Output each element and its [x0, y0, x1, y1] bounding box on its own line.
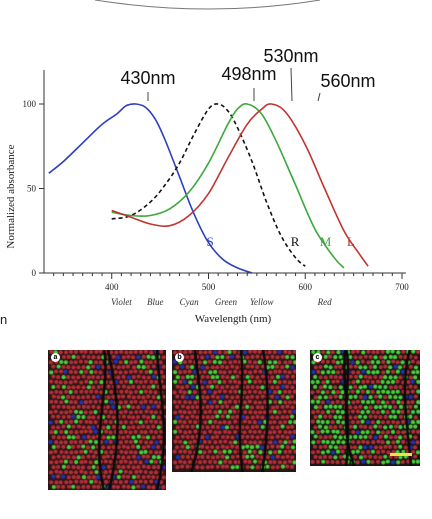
curve-M	[111, 103, 345, 269]
mosaic-image-c	[310, 350, 420, 466]
chart-axes: 400 500 600 700 0 50 100 Violet Blue Cyan Green Yel…	[5, 70, 409, 325]
annotation-label: 530nm	[263, 46, 318, 66]
x-tick-label: 500	[202, 282, 216, 292]
y-tick-label: 100	[23, 99, 37, 109]
annotation-leader	[290, 67, 293, 102]
curve-R	[111, 103, 306, 267]
x-tick-label: 700	[395, 282, 409, 292]
top-arc-decoration	[94, 0, 321, 10]
y-tick-label: 50	[27, 184, 37, 194]
color-name-label: Cyan	[180, 297, 199, 307]
color-name-label: Red	[317, 297, 332, 307]
mosaic-image-a	[48, 350, 166, 490]
annotation-label: 498nm	[221, 64, 276, 84]
curve-label-R: R	[291, 234, 300, 249]
retina-mosaic-panel-c: c	[310, 350, 420, 466]
side-letter: n	[0, 312, 8, 327]
x-tick-label: 400	[105, 282, 119, 292]
curve-label-M: M	[320, 234, 332, 249]
panel-tag-a: a	[51, 353, 60, 362]
mosaic-image-b	[172, 350, 296, 472]
color-name-label: Violet	[111, 297, 132, 307]
color-name-label: Green	[215, 297, 238, 307]
color-name-label: Yellow	[250, 297, 274, 307]
y-axis-title: Normalized absorbance	[5, 144, 17, 248]
curve-L	[111, 103, 369, 267]
curve-label-L: L	[347, 234, 355, 249]
retina-mosaic-panel-b: b	[172, 350, 296, 472]
panel-tag-c: c	[313, 353, 322, 362]
y-tick-label: 0	[32, 268, 37, 278]
x-axis-title: Wavelength (nm)	[195, 313, 272, 325]
curve-S	[48, 103, 253, 274]
retina-mosaic-panel-a: a	[48, 350, 166, 490]
panel-tag-b: b	[175, 353, 184, 362]
color-name-label: Blue	[147, 297, 164, 307]
annotation-label: 430nm	[120, 68, 175, 88]
curve-label-S: S	[207, 234, 214, 249]
absorbance-chart: 400 500 600 700 0 50 100 Violet Blue Cyan Green Yel…	[5, 46, 409, 325]
annotation-leader	[317, 92, 321, 102]
annotation-label: 560nm	[320, 71, 375, 91]
x-tick-label: 600	[298, 282, 312, 292]
scale-bar	[390, 453, 412, 456]
